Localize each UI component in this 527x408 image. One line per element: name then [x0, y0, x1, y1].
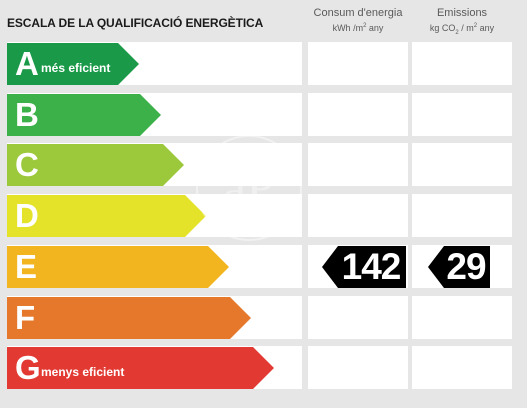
consumption-cell: [308, 93, 408, 136]
emissions-cell: [412, 93, 512, 136]
emissions-column-header: Emissions kg CO2 / m2 any: [412, 7, 512, 39]
consumption-label: Consum d'energia: [313, 7, 403, 19]
scale-title: ESCALA DE LA QUALIFICACIÓ ENERGÈTICA: [7, 16, 264, 30]
emissions-cell: [412, 42, 512, 85]
band-letter: E: [15, 248, 38, 285]
emissions-cell: [412, 194, 512, 237]
band-note: més eficient: [41, 61, 111, 75]
emissions-cell: [412, 346, 512, 389]
marker-arrow-shape: [428, 246, 490, 288]
band-arrow-shape: [7, 94, 161, 136]
consumption-cell: [308, 194, 408, 237]
band-letter: F: [15, 299, 36, 336]
emissions-cell: [412, 143, 512, 186]
consumption-cell: [308, 346, 408, 389]
consumption-unit: kWh /m2 any: [332, 23, 384, 33]
watermark-logo: aP: [196, 135, 302, 241]
band-arrow-shape: [7, 246, 229, 288]
band-arrow-shape: [7, 347, 274, 389]
band-arrow-shape: [7, 144, 184, 186]
consumption-cell: [308, 296, 408, 339]
band-letter: B: [15, 96, 39, 133]
consumption-cell: [308, 143, 408, 186]
consumption-column-header: Consum d'energia kWh /m2 any: [308, 7, 408, 34]
emissions-label: Emissions: [436, 7, 488, 19]
rating-value: 142: [341, 246, 402, 287]
emissions-cell: [412, 296, 512, 339]
marker-arrow-shape: [322, 246, 406, 288]
consumption-rating-marker: 142: [322, 246, 406, 288]
band-note: menys eficient: [41, 365, 125, 379]
emissions-rating-marker: 29: [428, 246, 490, 288]
band-arrow-shape: [7, 43, 139, 85]
svg-text:aP: aP: [223, 159, 275, 216]
consumption-cell: [308, 42, 408, 85]
band-arrow-shape: [7, 297, 251, 339]
band-letter: D: [15, 197, 39, 234]
band-letter: A: [15, 45, 39, 82]
band-letter: C: [15, 146, 39, 183]
emissions-unit: kg CO2 / m2 any: [429, 23, 495, 36]
band-letter: G: [15, 349, 41, 386]
band-arrow-shape: [7, 195, 206, 237]
rating-value: 29: [446, 246, 486, 287]
